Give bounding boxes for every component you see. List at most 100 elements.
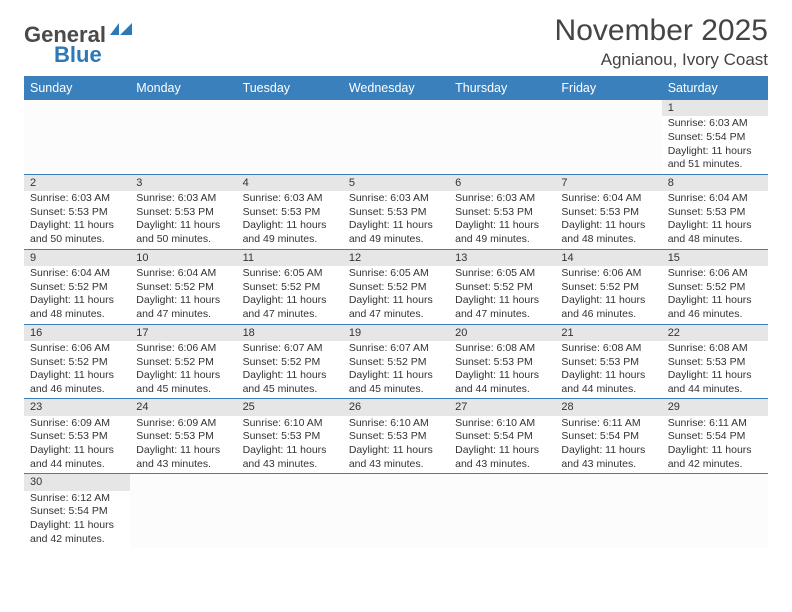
day-body: Sunrise: 6:03 AMSunset: 5:53 PMDaylight:…	[237, 191, 343, 249]
empty-cell	[343, 474, 449, 548]
empty-cell	[24, 100, 130, 174]
logo-flag-icon	[110, 21, 136, 44]
day-number: 19	[343, 325, 449, 341]
day-body: Sunrise: 6:08 AMSunset: 5:53 PMDaylight:…	[449, 341, 555, 399]
day-cell: 24Sunrise: 6:09 AMSunset: 5:53 PMDayligh…	[130, 399, 236, 473]
day-cell: 14Sunrise: 6:06 AMSunset: 5:52 PMDayligh…	[555, 250, 661, 324]
day-body: Sunrise: 6:03 AMSunset: 5:53 PMDaylight:…	[449, 191, 555, 249]
week-row: 1Sunrise: 6:03 AMSunset: 5:54 PMDaylight…	[24, 100, 768, 175]
day-number: 9	[24, 250, 130, 266]
day-cell: 27Sunrise: 6:10 AMSunset: 5:54 PMDayligh…	[449, 399, 555, 473]
day-body: Sunrise: 6:10 AMSunset: 5:53 PMDaylight:…	[343, 416, 449, 474]
day-number: 16	[24, 325, 130, 341]
day-number: 26	[343, 399, 449, 415]
day-number: 18	[237, 325, 343, 341]
day-cell: 23Sunrise: 6:09 AMSunset: 5:53 PMDayligh…	[24, 399, 130, 473]
day-number: 7	[555, 175, 661, 191]
day-cell: 16Sunrise: 6:06 AMSunset: 5:52 PMDayligh…	[24, 325, 130, 399]
day-cell: 8Sunrise: 6:04 AMSunset: 5:53 PMDaylight…	[662, 175, 768, 249]
day-body: Sunrise: 6:10 AMSunset: 5:54 PMDaylight:…	[449, 416, 555, 474]
empty-cell	[130, 100, 236, 174]
day-cell: 29Sunrise: 6:11 AMSunset: 5:54 PMDayligh…	[662, 399, 768, 473]
day-number: 20	[449, 325, 555, 341]
day-cell: 20Sunrise: 6:08 AMSunset: 5:53 PMDayligh…	[449, 325, 555, 399]
day-number: 11	[237, 250, 343, 266]
day-body: Sunrise: 6:06 AMSunset: 5:52 PMDaylight:…	[555, 266, 661, 324]
day-number: 23	[24, 399, 130, 415]
day-cell: 30Sunrise: 6:12 AMSunset: 5:54 PMDayligh…	[24, 474, 130, 548]
day-number: 25	[237, 399, 343, 415]
day-number: 12	[343, 250, 449, 266]
day-cell: 19Sunrise: 6:07 AMSunset: 5:52 PMDayligh…	[343, 325, 449, 399]
day-number: 15	[662, 250, 768, 266]
day-number: 10	[130, 250, 236, 266]
day-body: Sunrise: 6:06 AMSunset: 5:52 PMDaylight:…	[130, 341, 236, 399]
day-number: 13	[449, 250, 555, 266]
day-number: 17	[130, 325, 236, 341]
location: Agnianou, Ivory Coast	[555, 50, 768, 70]
day-number: 2	[24, 175, 130, 191]
empty-cell	[662, 474, 768, 548]
empty-cell	[237, 474, 343, 548]
day-number: 4	[237, 175, 343, 191]
day-body: Sunrise: 6:11 AMSunset: 5:54 PMDaylight:…	[662, 416, 768, 474]
dow-saturday: Saturday	[662, 76, 768, 100]
calendar: Sunday Monday Tuesday Wednesday Thursday…	[24, 76, 768, 548]
header: General November 2025 Agnianou, Ivory Co…	[24, 14, 768, 70]
day-number: 21	[555, 325, 661, 341]
empty-cell	[130, 474, 236, 548]
day-body: Sunrise: 6:05 AMSunset: 5:52 PMDaylight:…	[343, 266, 449, 324]
title-block: November 2025 Agnianou, Ivory Coast	[555, 14, 768, 70]
dow-tuesday: Tuesday	[237, 76, 343, 100]
day-number: 5	[343, 175, 449, 191]
day-cell: 7Sunrise: 6:04 AMSunset: 5:53 PMDaylight…	[555, 175, 661, 249]
day-cell: 12Sunrise: 6:05 AMSunset: 5:52 PMDayligh…	[343, 250, 449, 324]
day-body: Sunrise: 6:04 AMSunset: 5:52 PMDaylight:…	[24, 266, 130, 324]
day-cell: 21Sunrise: 6:08 AMSunset: 5:53 PMDayligh…	[555, 325, 661, 399]
day-body: Sunrise: 6:12 AMSunset: 5:54 PMDaylight:…	[24, 491, 130, 549]
day-body: Sunrise: 6:09 AMSunset: 5:53 PMDaylight:…	[24, 416, 130, 474]
day-cell: 4Sunrise: 6:03 AMSunset: 5:53 PMDaylight…	[237, 175, 343, 249]
day-cell: 22Sunrise: 6:08 AMSunset: 5:53 PMDayligh…	[662, 325, 768, 399]
logo-text-blue: Blue	[54, 42, 102, 68]
day-body: Sunrise: 6:06 AMSunset: 5:52 PMDaylight:…	[662, 266, 768, 324]
day-cell: 10Sunrise: 6:04 AMSunset: 5:52 PMDayligh…	[130, 250, 236, 324]
empty-cell	[449, 100, 555, 174]
day-cell: 15Sunrise: 6:06 AMSunset: 5:52 PMDayligh…	[662, 250, 768, 324]
week-row: 9Sunrise: 6:04 AMSunset: 5:52 PMDaylight…	[24, 250, 768, 325]
day-of-week-header: Sunday Monday Tuesday Wednesday Thursday…	[24, 76, 768, 100]
day-body: Sunrise: 6:09 AMSunset: 5:53 PMDaylight:…	[130, 416, 236, 474]
day-number: 8	[662, 175, 768, 191]
day-number: 29	[662, 399, 768, 415]
dow-wednesday: Wednesday	[343, 76, 449, 100]
day-cell: 3Sunrise: 6:03 AMSunset: 5:53 PMDaylight…	[130, 175, 236, 249]
dow-friday: Friday	[555, 76, 661, 100]
day-cell: 28Sunrise: 6:11 AMSunset: 5:54 PMDayligh…	[555, 399, 661, 473]
day-number: 1	[662, 100, 768, 116]
week-row: 23Sunrise: 6:09 AMSunset: 5:53 PMDayligh…	[24, 399, 768, 474]
day-cell: 13Sunrise: 6:05 AMSunset: 5:52 PMDayligh…	[449, 250, 555, 324]
day-number: 24	[130, 399, 236, 415]
dow-monday: Monday	[130, 76, 236, 100]
day-cell: 25Sunrise: 6:10 AMSunset: 5:53 PMDayligh…	[237, 399, 343, 473]
day-body: Sunrise: 6:08 AMSunset: 5:53 PMDaylight:…	[662, 341, 768, 399]
day-body: Sunrise: 6:06 AMSunset: 5:52 PMDaylight:…	[24, 341, 130, 399]
dow-sunday: Sunday	[24, 76, 130, 100]
day-cell: 26Sunrise: 6:10 AMSunset: 5:53 PMDayligh…	[343, 399, 449, 473]
day-number: 3	[130, 175, 236, 191]
day-number: 6	[449, 175, 555, 191]
day-number: 22	[662, 325, 768, 341]
day-body: Sunrise: 6:04 AMSunset: 5:53 PMDaylight:…	[555, 191, 661, 249]
week-row: 30Sunrise: 6:12 AMSunset: 5:54 PMDayligh…	[24, 474, 768, 548]
week-row: 2Sunrise: 6:03 AMSunset: 5:53 PMDaylight…	[24, 175, 768, 250]
empty-cell	[555, 474, 661, 548]
day-cell: 6Sunrise: 6:03 AMSunset: 5:53 PMDaylight…	[449, 175, 555, 249]
day-cell: 5Sunrise: 6:03 AMSunset: 5:53 PMDaylight…	[343, 175, 449, 249]
day-cell: 11Sunrise: 6:05 AMSunset: 5:52 PMDayligh…	[237, 250, 343, 324]
day-body: Sunrise: 6:03 AMSunset: 5:53 PMDaylight:…	[24, 191, 130, 249]
day-body: Sunrise: 6:08 AMSunset: 5:53 PMDaylight:…	[555, 341, 661, 399]
day-body: Sunrise: 6:07 AMSunset: 5:52 PMDaylight:…	[237, 341, 343, 399]
day-body: Sunrise: 6:11 AMSunset: 5:54 PMDaylight:…	[555, 416, 661, 474]
day-number: 14	[555, 250, 661, 266]
empty-cell	[449, 474, 555, 548]
